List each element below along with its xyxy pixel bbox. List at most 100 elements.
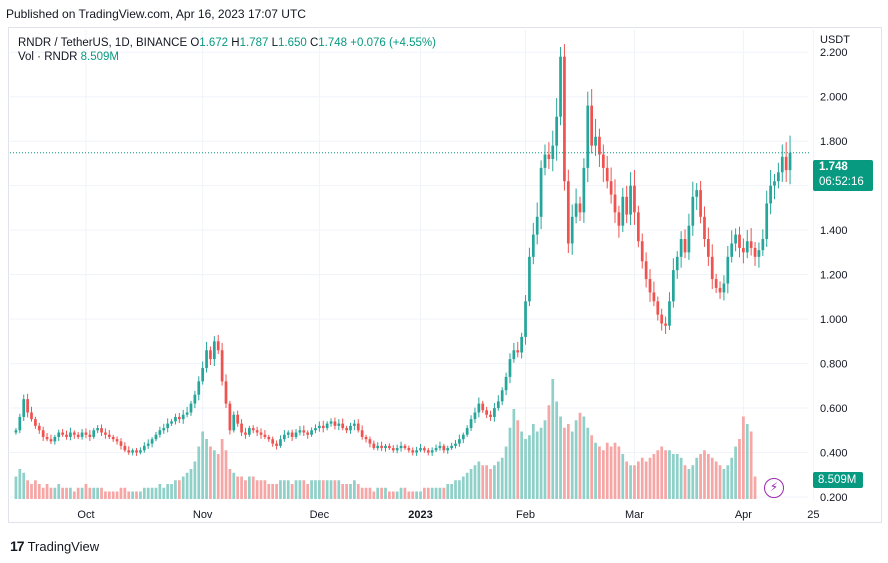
volume-bar (162, 487, 166, 499)
volume-bar (648, 457, 652, 499)
volume-bar (360, 487, 364, 499)
y-tick-label: 0.200 (820, 492, 848, 504)
candle-body (146, 443, 150, 446)
candle-body (150, 439, 154, 444)
candle-body (45, 436, 49, 440)
candle-body (722, 283, 726, 293)
volume-bar (372, 491, 376, 499)
candle-body (465, 428, 469, 435)
candle-body (399, 445, 403, 449)
volume-bar (590, 435, 594, 499)
candle-body (683, 239, 687, 253)
candle-body (777, 172, 780, 182)
candle-body (247, 428, 251, 435)
tradingview-logo[interactable]: 17 TradingView (10, 538, 99, 554)
volume-bar (216, 454, 220, 499)
volume-bar (730, 457, 734, 499)
volume-bar (391, 491, 395, 499)
volume-bar (72, 491, 76, 499)
volume-bar (286, 480, 290, 499)
candle-body (388, 445, 391, 449)
volume-bar (512, 409, 516, 499)
x-tick-label: 2023 (408, 509, 432, 521)
volume-bar (403, 487, 407, 499)
volume-bar (551, 379, 555, 499)
candle-body (286, 432, 290, 435)
volume-bar (687, 469, 691, 499)
volume-bar (629, 465, 632, 499)
candle-body (123, 445, 127, 451)
volume-bar (547, 405, 551, 499)
volume-bar (224, 450, 228, 499)
volume-bar (251, 476, 255, 499)
volume-bar (438, 487, 442, 499)
volume-bar (368, 487, 372, 499)
volume-bar (37, 484, 41, 499)
volume-bar (671, 454, 675, 499)
volume-bar (193, 461, 197, 499)
volume-bar (714, 461, 718, 499)
volume-label[interactable]: Vol · RNDR (18, 51, 78, 63)
volume-tag: 8.509M (813, 472, 863, 488)
close-value: 1.748 (318, 37, 348, 49)
candle-body (761, 239, 765, 251)
candle-body (372, 443, 376, 449)
volume-bar (107, 491, 111, 499)
brand-name: TradingView (27, 538, 100, 554)
candle-body (598, 136, 601, 155)
candle-body (30, 412, 33, 420)
candle-body (675, 256, 679, 271)
candle-body (26, 399, 29, 413)
volume-bar (454, 480, 457, 499)
lightning-icon[interactable]: ⚡ (764, 478, 784, 498)
volume-bar (442, 487, 446, 499)
candle-body (275, 443, 278, 446)
volume-bar (247, 476, 251, 499)
candle-body (559, 56, 562, 117)
volume-bar (275, 484, 278, 499)
candle-body (543, 154, 547, 168)
candle-body (360, 430, 364, 437)
volume-bar (30, 484, 33, 499)
candle-body (107, 434, 111, 437)
volume-bar (240, 476, 243, 499)
candle-body (718, 287, 722, 293)
candle-body (485, 410, 488, 415)
volume-bar (220, 439, 224, 499)
x-tick-label: Apr (735, 509, 752, 521)
candle-body (209, 350, 212, 360)
candle-body (181, 414, 185, 420)
volume-bar (271, 484, 275, 499)
volume-bar (563, 427, 566, 499)
candle-body (104, 432, 107, 435)
candle-body (609, 181, 613, 195)
volume-bar (423, 487, 426, 499)
symbol-label[interactable]: RNDR / TetherUS, 1D, BINANCE (18, 37, 188, 49)
candle-body (780, 156, 784, 173)
candle-body (489, 414, 492, 417)
currency-label[interactable]: USDT (820, 34, 850, 46)
candle-body (251, 428, 255, 431)
volume-bar (710, 457, 714, 499)
candle-body (757, 250, 761, 257)
volume-bar (325, 480, 329, 499)
candle-body (185, 412, 189, 415)
volume-bar (61, 487, 64, 499)
volume-bar (181, 476, 185, 499)
candle-body (72, 432, 76, 435)
candle-body (407, 448, 411, 451)
candle-body (703, 216, 706, 240)
candle-body (228, 403, 232, 431)
candle-body (349, 425, 352, 431)
candle-body (337, 423, 341, 426)
low-label: L (271, 37, 278, 49)
volume-bar (45, 484, 49, 499)
volume-bar (613, 442, 617, 499)
candle-body (384, 445, 387, 449)
volume-bar (290, 484, 294, 499)
volume-bar (625, 461, 629, 499)
candle-body (734, 234, 737, 244)
x-tick-label: 25 (807, 509, 819, 521)
volume-bar (259, 480, 263, 499)
